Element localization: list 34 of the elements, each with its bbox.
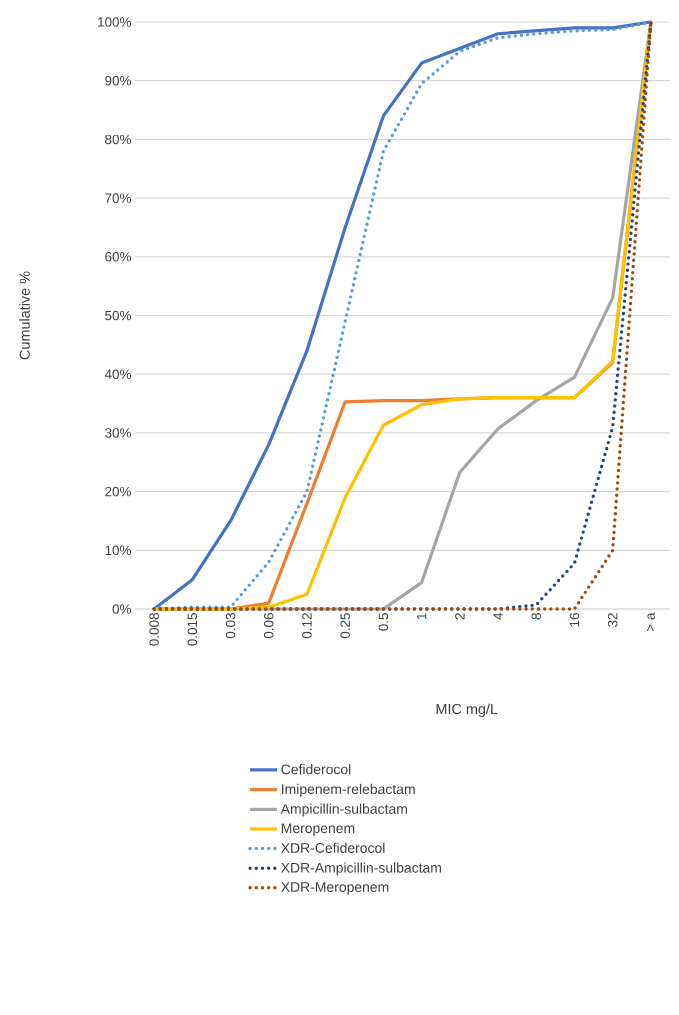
- legend-label: XDR-Ampicillin-sulbactam: [281, 862, 441, 876]
- y-tick-label: 90%: [105, 75, 131, 86]
- x-tick-label: 0.03: [225, 613, 236, 639]
- x-tick-label: 16: [569, 613, 580, 627]
- legend-label: Ampicillin-sulbactam: [280, 803, 407, 817]
- x-tick-label: > a: [646, 612, 655, 631]
- y-tick-label: 80%: [105, 134, 131, 145]
- x-tick-label: 0.015: [187, 613, 198, 646]
- legend-label: XDR-Cefiderocol: [281, 842, 385, 853]
- x-tick-label: 2: [455, 613, 465, 620]
- x-tick-label: 4: [493, 612, 503, 620]
- x-tick-label: 0.12: [302, 613, 312, 639]
- x-tick-label: 1: [416, 613, 427, 619]
- x-axis-title: MIC mg/L: [436, 703, 498, 717]
- y-tick-label: 40%: [104, 369, 131, 379]
- legend-label: XDR-Meropenem: [281, 882, 389, 895]
- x-tick-label: 0.008: [149, 613, 159, 646]
- y-tick-label: 0%: [112, 604, 131, 614]
- y-tick-label: 10%: [105, 545, 131, 556]
- legend-label: Meropenem: [281, 823, 355, 836]
- y-tick-label: 60%: [105, 252, 131, 262]
- x-tick-label: 0.5: [378, 613, 389, 631]
- y-tick-label: 100%: [98, 17, 131, 27]
- y-tick-label: 50%: [105, 310, 131, 321]
- y-axis-title: Cumulative %: [19, 271, 30, 360]
- y-tick-label: 30%: [105, 428, 131, 438]
- legend-label: Imipenem-relebactam: [282, 783, 415, 797]
- y-tick-label: 70%: [105, 193, 131, 203]
- x-tick-label: 8: [531, 613, 542, 620]
- x-tick-label: 0.06: [263, 613, 274, 639]
- legend-label: Cefiderocol: [281, 764, 351, 775]
- x-tick-label: 0.25: [340, 613, 350, 639]
- x-tick-label: 32: [607, 613, 618, 627]
- y-tick-label: 20%: [105, 486, 131, 497]
